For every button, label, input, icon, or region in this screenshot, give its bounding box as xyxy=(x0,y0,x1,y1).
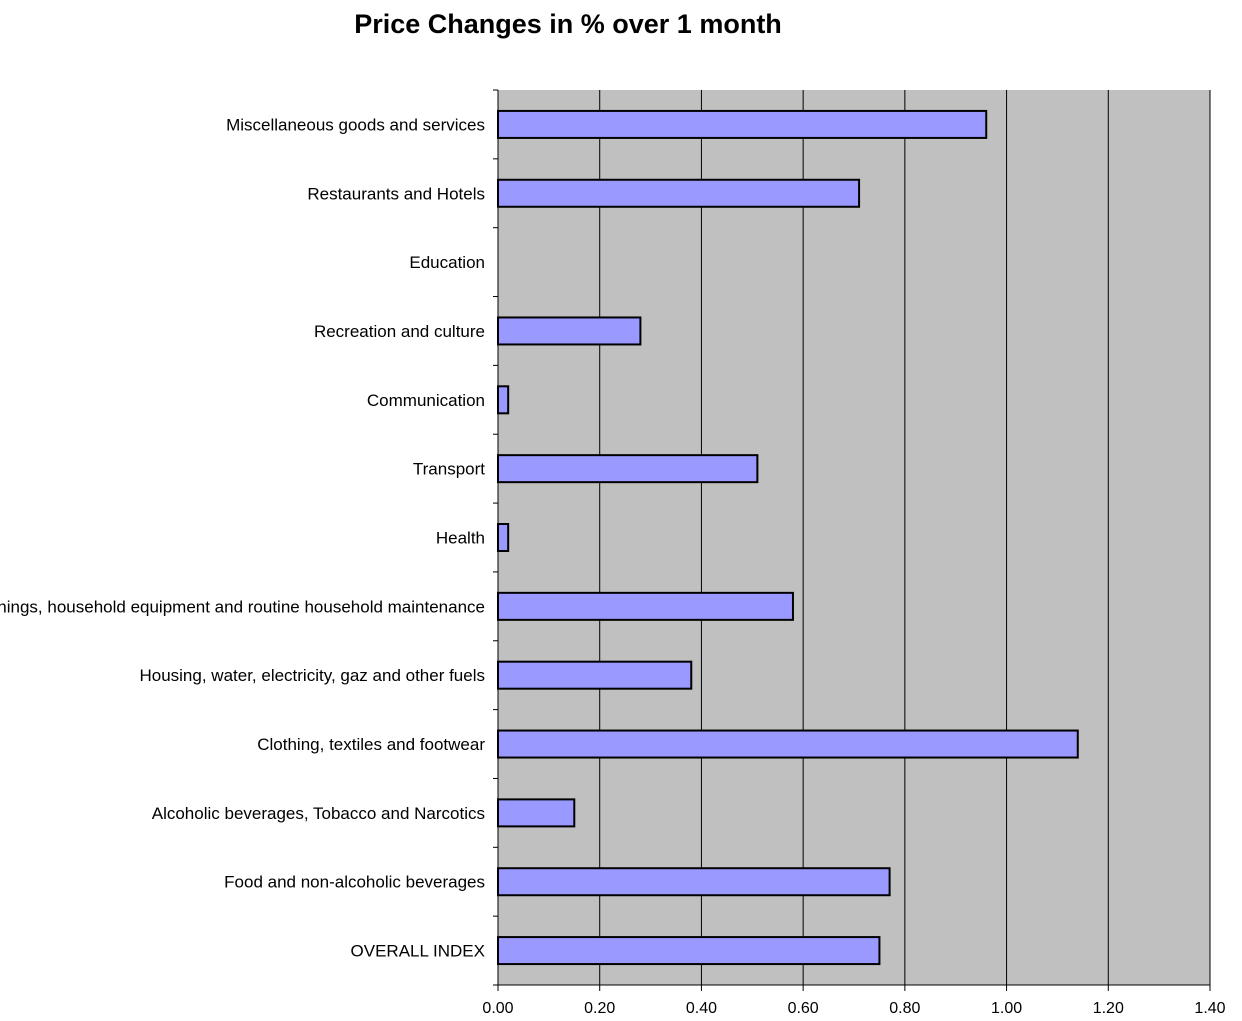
bar xyxy=(497,591,794,621)
bar xyxy=(497,660,693,690)
category-label: Housing, water, electricity, gaz and oth… xyxy=(139,666,485,685)
x-tick-label: 0.00 xyxy=(482,1000,513,1017)
bar xyxy=(497,867,891,897)
x-tick-label: 1.20 xyxy=(1093,1000,1124,1017)
category-labels: Miscellaneous goods and services Restaura… xyxy=(0,115,485,960)
gridlines xyxy=(497,90,1211,985)
bar xyxy=(497,109,988,139)
chart-title: Price Changes in % over 1 month xyxy=(354,9,782,39)
category-label: Food and non-alcoholic beverages xyxy=(224,873,485,892)
x-tick-labels: 0.00 0.20 0.40 0.60 0.80 1.00 1.20 1.40 xyxy=(482,1000,1225,1017)
category-label: Miscellaneous goods and services xyxy=(226,115,485,134)
bar xyxy=(497,454,759,484)
category-label: Education xyxy=(409,253,485,272)
bar xyxy=(497,523,510,552)
x-tick-label: 0.80 xyxy=(889,1000,920,1017)
category-label: Transport xyxy=(413,460,485,479)
category-label: Furnishings, household equipment and rou… xyxy=(0,597,485,616)
plot-area xyxy=(498,90,1210,985)
bar xyxy=(497,798,576,828)
category-label: Clothing, textiles and footwear xyxy=(257,735,485,754)
category-label: Alcoholic beverages, Tobacco and Narcoti… xyxy=(152,804,485,823)
x-tick-label: 0.60 xyxy=(788,1000,819,1017)
bar xyxy=(497,385,510,415)
bar xyxy=(497,936,881,966)
bar xyxy=(497,178,861,208)
axes xyxy=(493,89,1211,991)
x-tick-label: 1.40 xyxy=(1194,1000,1225,1017)
bars xyxy=(497,109,1079,966)
category-label: Communication xyxy=(367,391,485,410)
x-tick-label: 1.00 xyxy=(991,1000,1022,1017)
bar xyxy=(497,729,1079,759)
category-label: Restaurants and Hotels xyxy=(307,184,485,203)
x-tick-label: 0.40 xyxy=(686,1000,717,1017)
category-label: OVERALL INDEX xyxy=(351,942,485,961)
bar xyxy=(497,316,642,346)
category-label: Recreation and culture xyxy=(314,322,485,341)
category-label: Health xyxy=(436,529,485,548)
x-tick-label: 0.20 xyxy=(584,1000,615,1017)
